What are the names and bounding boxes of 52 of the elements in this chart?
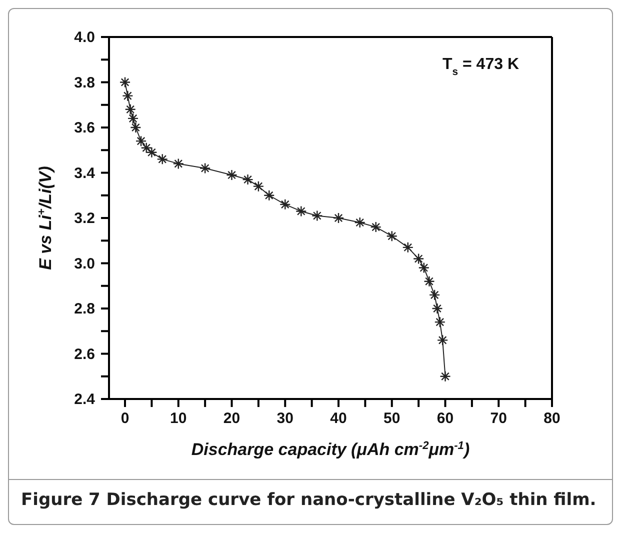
point — [199, 162, 211, 174]
point — [146, 146, 158, 158]
point — [122, 90, 134, 102]
y-tick-label: 3.4 — [74, 164, 96, 182]
point — [354, 216, 366, 228]
x-tick-label: 0 — [120, 410, 130, 427]
point — [127, 112, 139, 124]
x-tick-label: 60 — [436, 410, 454, 427]
point — [402, 242, 414, 254]
x-tick-label: 70 — [490, 410, 507, 427]
point — [296, 206, 307, 217]
caption: Figure 7 Discharge curve for nano-crystalline V₂O₅ thin film. — [9, 479, 612, 524]
point — [424, 276, 435, 287]
point — [280, 198, 291, 210]
x-tick-label: 50 — [384, 410, 400, 427]
point — [172, 158, 184, 170]
point — [242, 174, 254, 186]
point — [312, 210, 323, 222]
point — [124, 104, 136, 115]
y-tick-label: 2.4 — [74, 391, 96, 408]
point — [412, 253, 424, 264]
x-axis-title: Discharge capacity (μAh cm$^{-2}$μm$^{-1}$) — [191, 440, 470, 459]
y-tick-label: 4.0 — [74, 29, 95, 46]
point — [226, 169, 238, 181]
x-tick-label: 40 — [330, 410, 347, 427]
point — [432, 302, 443, 314]
x-tick-label: 20 — [223, 410, 240, 427]
x-tick-label: 80 — [544, 410, 560, 427]
point — [140, 142, 152, 154]
point — [264, 190, 275, 201]
point — [436, 334, 448, 346]
point — [386, 230, 398, 242]
y-tick-label: 3.2 — [74, 210, 95, 227]
y-tick-label: 3.8 — [74, 74, 95, 92]
x-tick-label: 30 — [276, 410, 294, 427]
point — [370, 221, 382, 233]
y-tick-label: 3.6 — [74, 120, 95, 136]
point — [252, 180, 264, 192]
point — [130, 122, 142, 134]
y-tick-label: 2.8 — [74, 300, 95, 318]
annotation: T$_{s}$ = 473 K — [442, 56, 520, 78]
point — [119, 76, 131, 88]
y-tick-label: 3.0 — [74, 255, 95, 272]
point — [156, 154, 168, 165]
point — [434, 316, 446, 328]
point — [440, 370, 451, 382]
point — [418, 262, 430, 274]
point — [428, 289, 440, 301]
y-tick-label: 2.6 — [74, 346, 95, 363]
x-tick-label: 10 — [170, 410, 187, 427]
point — [332, 212, 344, 224]
point — [135, 135, 147, 147]
